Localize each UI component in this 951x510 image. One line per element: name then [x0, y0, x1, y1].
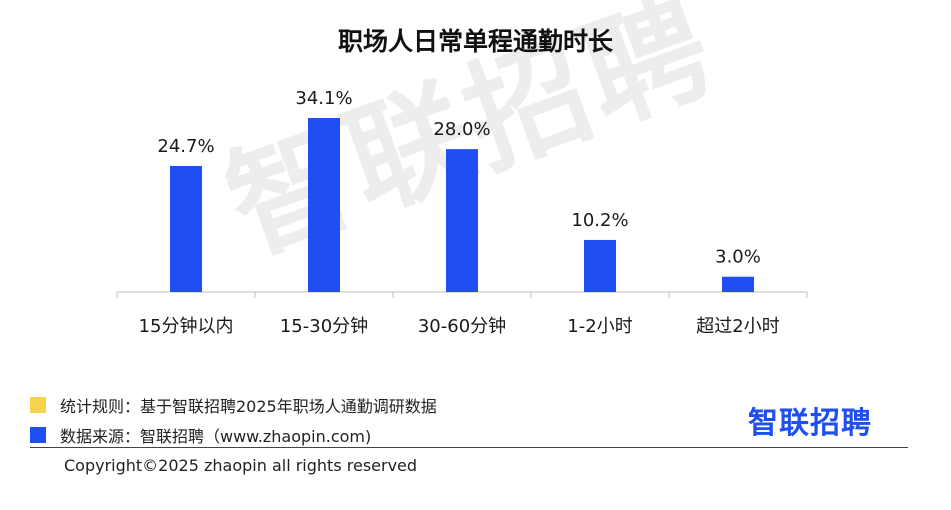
legend-swatch-blue: [30, 427, 46, 443]
legend-item-source: 数据来源：智联招聘（www.zhaopin.com): [30, 420, 437, 450]
category-label: 30-60分钟: [418, 316, 506, 337]
legend-label-rule: 统计规则：基于智联招聘2025年职场人通勤调研数据: [60, 397, 437, 416]
data-label: 3.0%: [715, 247, 761, 268]
data-label: 10.2%: [571, 210, 628, 231]
legend-item-rule: 统计规则：基于智联招聘2025年职场人通勤调研数据: [30, 390, 437, 420]
chart-title: 职场人日常单程通勤时长: [337, 27, 613, 56]
category-label: 超过2小时: [696, 316, 779, 337]
category-label: 15分钟以内: [139, 316, 234, 337]
legend-label-source: 数据来源：智联招聘（www.zhaopin.com): [60, 427, 372, 446]
bar: [722, 276, 754, 292]
bar: [584, 239, 616, 292]
category-label: 1-2小时: [567, 316, 632, 337]
bar: [170, 165, 202, 292]
category-label: 15-30分钟: [280, 316, 368, 337]
copyright-text: Copyright©2025 zhaopin all rights reserv…: [64, 456, 418, 475]
data-label: 28.0%: [433, 119, 490, 140]
legend: 统计规则：基于智联招聘2025年职场人通勤调研数据 数据来源：智联招聘（www.…: [30, 390, 437, 450]
data-label: 34.1%: [295, 88, 352, 109]
zhaopin-logo: 智联招聘: [748, 406, 872, 441]
legend-swatch-yellow: [30, 397, 46, 413]
data-label: 24.7%: [157, 136, 214, 157]
bar-chart: 24.7% 15分钟以内 34.1% 15-30分钟 28.0% 30-60分钟 10.2%…: [116, 88, 808, 337]
bar: [446, 149, 478, 292]
footer-divider: [30, 447, 908, 448]
bar: [308, 118, 340, 292]
